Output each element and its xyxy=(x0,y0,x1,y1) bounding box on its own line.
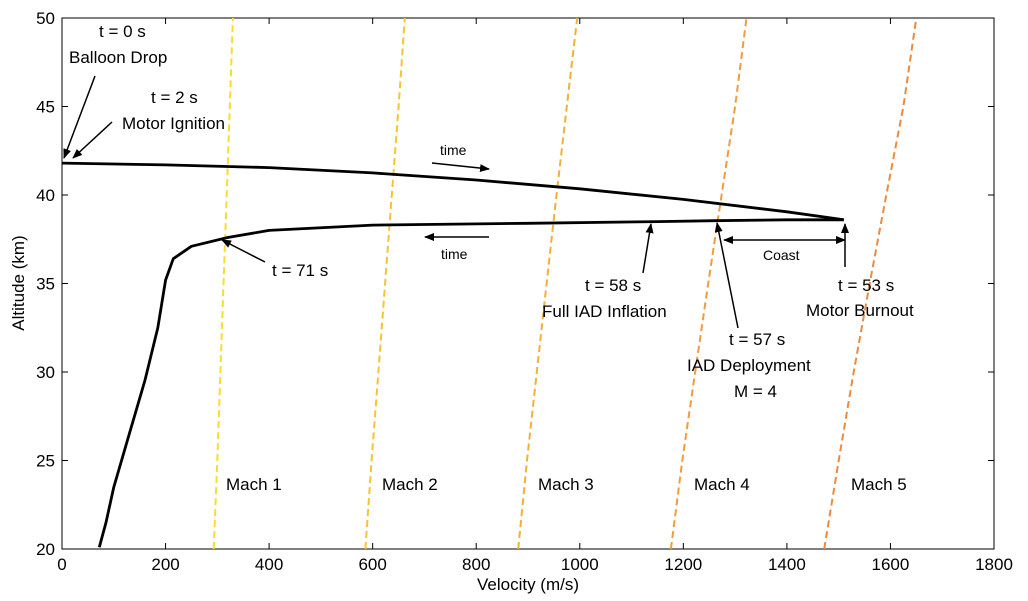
annotation-t57-time: t = 57 s xyxy=(729,330,785,349)
mach-2-line xyxy=(364,17,406,550)
trajectory-series-1 xyxy=(61,161,844,222)
mach-lines xyxy=(212,17,918,550)
y-tick-label: 45 xyxy=(36,98,55,117)
annotation-t71-arrow xyxy=(221,239,266,263)
annotation-t2-event: Motor Ignition xyxy=(122,114,225,133)
trajectory-series-2 xyxy=(97,218,844,548)
annotation-t57-arrow xyxy=(714,222,739,329)
x-tick-label: 1000 xyxy=(561,555,599,574)
x-tick-label: 1400 xyxy=(768,555,806,574)
annotation-t0-arrow xyxy=(63,75,96,159)
x-tick-label: 1800 xyxy=(975,555,1013,574)
x-tick-label: 600 xyxy=(358,555,386,574)
x-tick-label: 0 xyxy=(57,555,66,574)
annotation-t57-mach: M = 4 xyxy=(734,382,777,401)
mach-2-label: Mach 2 xyxy=(382,475,438,494)
y-axis-title: Altitude (km) xyxy=(9,235,28,330)
annotation-coast: Coast xyxy=(763,247,800,263)
x-tick-label: 1600 xyxy=(872,555,910,574)
y-tick-label: 40 xyxy=(36,186,55,205)
annotation-time-lower: time xyxy=(441,246,468,262)
annotation-t53-event: Motor Burnout xyxy=(806,301,914,320)
mach-3-line xyxy=(517,17,579,550)
y-tick-label: 50 xyxy=(36,9,55,28)
annotation-t2-time: t = 2 s xyxy=(151,88,198,107)
y-tick-label: 20 xyxy=(36,540,55,559)
annotation-time-upper: time xyxy=(440,142,467,158)
mach-1-line xyxy=(212,17,234,550)
mach-1-label: Mach 1 xyxy=(226,475,282,494)
annotation-t58-arrow xyxy=(642,223,654,274)
annotation-time-upper-arrow xyxy=(431,162,490,173)
x-tick-label: 200 xyxy=(151,555,179,574)
axis-ticks: 0 200 400 600 800 1000 1200 1400 1600 1800 20 25 30 3… xyxy=(36,9,1013,574)
x-tick-label: 1200 xyxy=(664,555,702,574)
annotation-t57-event: IAD Deployment xyxy=(687,356,811,375)
mach-5-label: Mach 5 xyxy=(851,475,907,494)
y-tick-label: 25 xyxy=(36,452,55,471)
annotation-t53-time: t = 53 s xyxy=(838,276,894,295)
mach-4-line xyxy=(669,17,748,550)
y-tick-label: 30 xyxy=(36,363,55,382)
x-tick-label: 400 xyxy=(255,555,283,574)
annotation-t2-arrow xyxy=(72,121,113,159)
annotation-t58-time: t = 58 s xyxy=(585,276,641,295)
mach-3-label: Mach 3 xyxy=(538,475,594,494)
annotation-t71: t = 71 s xyxy=(272,261,328,280)
annotation-t58-event: Full IAD Inflation xyxy=(542,302,667,321)
trajectory-series xyxy=(61,161,844,548)
x-axis-title: Velocity (m/s) xyxy=(477,575,579,594)
x-tick-label: 800 xyxy=(462,555,490,574)
mach-4-label: Mach 4 xyxy=(694,475,750,494)
y-tick-label: 35 xyxy=(36,275,55,294)
mach-5-line xyxy=(823,17,918,550)
annotation-t0-event: Balloon Drop xyxy=(69,48,167,67)
annotation-t0-time: t = 0 s xyxy=(99,22,146,41)
